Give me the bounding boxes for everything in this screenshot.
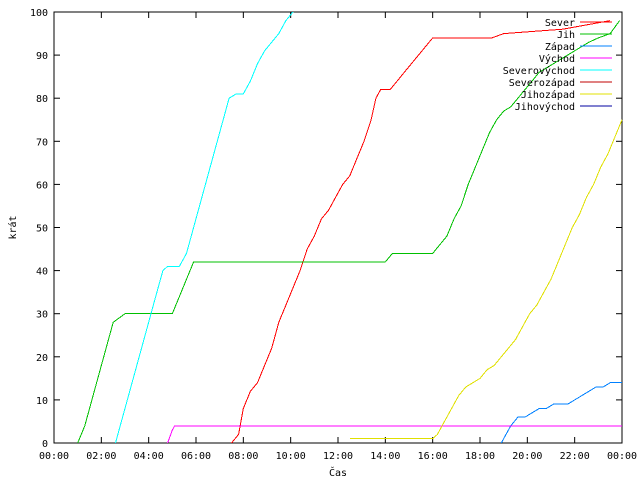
series-line-2 <box>500 382 622 444</box>
y-tick-label: 40 <box>36 267 48 278</box>
x-tick-label: 06:00 <box>181 451 211 462</box>
x-axis-label: Čas <box>329 466 347 479</box>
legend-label: Severovýchod <box>503 65 575 77</box>
axes: 0 10 20 30 40 50 60 70 80 90 100 00:00 02:00 04:00 06:… <box>30 8 637 462</box>
series-line-3 <box>167 425 622 444</box>
legend-label: Jihovýchod <box>515 101 575 113</box>
legend-label: Jih <box>557 30 575 41</box>
legend-label: Jihozápad <box>521 89 575 101</box>
x-tick-label: 02:00 <box>86 451 116 462</box>
x-tick-label: 12:00 <box>323 451 353 462</box>
series-line-0 <box>231 20 611 444</box>
y-tick-label: 80 <box>36 94 48 105</box>
legend-label: Severozápad <box>509 77 575 89</box>
y-tick-label: 70 <box>36 137 48 148</box>
x-tick-label: 14:00 <box>370 451 400 462</box>
x-tick-label: 16:00 <box>418 451 448 462</box>
x-tick-label: 00:00 <box>39 451 69 462</box>
series-layer <box>77 11 623 444</box>
x-tick-label: 04:00 <box>134 451 164 462</box>
y-tick-label: 20 <box>36 353 48 364</box>
y-tick-label: 50 <box>36 224 48 235</box>
y-tick-label: 60 <box>36 180 48 191</box>
x-tick-label: 18:00 <box>465 451 495 462</box>
series-line-4 <box>115 11 294 444</box>
y-axis-label: krát <box>7 215 19 239</box>
legend: SeverJihZápadVýchodSeverovýchodSeverozáp… <box>503 18 612 113</box>
series-line-1 <box>77 20 621 444</box>
y-tick-label: 100 <box>30 8 48 19</box>
y-tick-label: 90 <box>36 51 48 62</box>
y-tick-label: 30 <box>36 310 48 321</box>
legend-label: Sever <box>545 18 575 29</box>
x-tick-label: 10:00 <box>276 451 306 462</box>
legend-label: Západ <box>545 41 575 53</box>
legend-label: Východ <box>539 53 575 65</box>
y-tick-label: 0 <box>42 439 48 450</box>
x-tick-label: 08:00 <box>228 451 258 462</box>
series-line-6 <box>349 119 623 440</box>
y-tick-label: 10 <box>36 396 48 407</box>
x-tick-label: 22:00 <box>560 451 590 462</box>
x-tick-label: 20:00 <box>512 451 542 462</box>
x-tick-label: 00:00 <box>607 451 637 462</box>
